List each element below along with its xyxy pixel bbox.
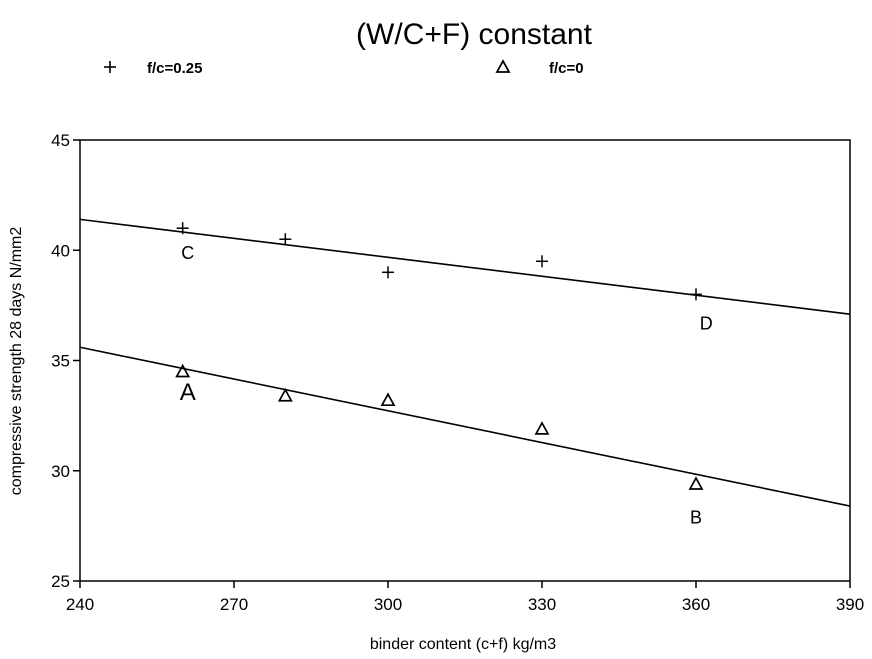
fit-line-series-2 [79, 346, 851, 507]
annotation-c: C [181, 243, 194, 263]
annotation-b: B [690, 508, 702, 528]
x-tick-label: 240 [66, 595, 94, 614]
fit-lines [79, 218, 851, 507]
y-axis-label: compressive strength 28 days N/mm2 [8, 227, 25, 496]
y-axis-ticks: 25 30 35 40 45 [51, 131, 80, 591]
x-tick-label: 300 [374, 595, 402, 614]
annotations: C D A B [180, 243, 713, 528]
legend: f/c=0.25 f/c=0 [104, 59, 584, 77]
x-tick-label: 270 [220, 595, 248, 614]
point-plus [536, 255, 548, 268]
y-tick-label: 40 [51, 241, 70, 260]
y-tick-label: 25 [51, 572, 70, 591]
point-plus [176, 222, 189, 235]
x-tick-label: 390 [836, 595, 864, 614]
x-axis-label: binder content (c+f) kg/m3 [370, 636, 556, 653]
point-triangle [380, 392, 396, 407]
legend-marker-plus [104, 61, 116, 73]
x-tick-label: 360 [682, 595, 710, 614]
x-tick-label: 330 [528, 595, 556, 614]
point-plus [382, 266, 394, 279]
point-triangle [534, 421, 550, 435]
y-tick-label: 45 [51, 131, 70, 150]
point-triangle [277, 388, 293, 402]
data-points [175, 222, 704, 490]
x-axis-ticks: 240 270 300 330 360 390 [66, 581, 864, 614]
legend-label-series-1: f/c=0.25 [147, 60, 202, 77]
point-triangle [175, 363, 191, 378]
fit-line-series-1 [79, 218, 851, 315]
legend-label-series-2: f/c=0 [549, 60, 584, 77]
point-plus [279, 233, 292, 246]
chart-title: (W/C+F) constant [356, 18, 593, 51]
y-tick-label: 35 [51, 352, 70, 371]
annotation-a: A [180, 379, 196, 406]
point-plus [690, 288, 702, 301]
y-tick-label: 30 [51, 462, 70, 481]
point-triangle [688, 476, 704, 490]
legend-marker-triangle [495, 59, 511, 73]
annotation-d: D [700, 314, 713, 334]
plot-frame [79, 139, 851, 582]
